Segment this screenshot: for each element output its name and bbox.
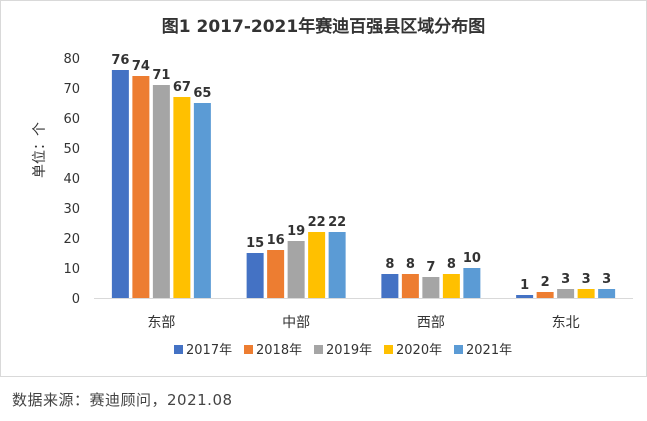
- y-tick-label: 70: [63, 82, 80, 97]
- legend-label: 2017年: [186, 343, 232, 358]
- bar-0-2: [152, 85, 170, 298]
- bar-1-0: [246, 253, 264, 298]
- y-tick-label: 80: [63, 52, 80, 67]
- y-tick-label: 60: [63, 112, 80, 127]
- x-tick-label: 东北: [552, 315, 580, 331]
- chart-title: 图1 2017-2021年赛迪百强县区域分布图: [161, 17, 486, 37]
- chart-frame: [0, 0, 647, 377]
- data-label: 67: [173, 80, 191, 95]
- data-label: 19: [287, 224, 305, 239]
- bar-2-3: [442, 274, 460, 298]
- legend-label: 2020年: [396, 343, 442, 358]
- bar-0-0: [111, 70, 129, 298]
- data-label: 3: [602, 272, 611, 287]
- bar-2-2: [422, 277, 440, 298]
- bar-2-0: [381, 274, 399, 298]
- data-label: 76: [111, 53, 129, 68]
- bar-0-3: [173, 97, 191, 298]
- y-tick-label: 40: [63, 172, 80, 187]
- y-axis-label: 单位：个: [32, 122, 48, 178]
- data-label: 22: [328, 215, 346, 230]
- bar-1-1: [267, 250, 285, 298]
- legend-label: 2018年: [256, 343, 302, 358]
- bar-1-4: [328, 232, 346, 298]
- y-tick-label: 20: [63, 232, 80, 247]
- legend-label: 2021年: [466, 343, 512, 358]
- data-label: 22: [308, 215, 326, 230]
- data-label: 71: [152, 68, 170, 83]
- y-tick-label: 30: [63, 202, 80, 217]
- data-label: 2: [541, 275, 550, 290]
- data-label: 8: [447, 257, 456, 272]
- y-tick-label: 0: [72, 292, 80, 307]
- legend-swatch: [454, 345, 463, 354]
- bar-3-3: [577, 289, 595, 298]
- x-tick-label: 东部: [147, 315, 175, 331]
- legend-swatch: [314, 345, 323, 354]
- data-label: 8: [385, 257, 394, 272]
- bar-2-1: [401, 274, 419, 298]
- y-tick-label: 50: [63, 142, 80, 157]
- source-note: 数据来源：赛迪顾问，2021.08: [12, 391, 233, 409]
- data-label: 16: [267, 233, 285, 248]
- data-label: 15: [246, 236, 264, 251]
- x-tick-label: 中部: [282, 315, 310, 331]
- data-label: 10: [463, 251, 481, 266]
- legend-swatch: [384, 345, 393, 354]
- bar-1-3: [308, 232, 326, 298]
- data-label: 1: [520, 278, 529, 293]
- bar-3-4: [598, 289, 616, 298]
- y-tick-label: 10: [63, 262, 80, 277]
- data-label: 74: [132, 59, 150, 74]
- bar-3-0: [516, 295, 534, 298]
- legend-label: 2019年: [326, 343, 372, 358]
- bar-3-1: [536, 292, 554, 298]
- bar-2-4: [463, 268, 481, 298]
- legend-swatch: [244, 345, 253, 354]
- x-tick-label: 西部: [417, 315, 445, 331]
- bar-0-1: [132, 76, 150, 298]
- data-label: 7: [426, 260, 435, 275]
- bar-1-2: [287, 241, 305, 298]
- data-label: 3: [582, 272, 591, 287]
- bar-3-2: [557, 289, 575, 298]
- data-label: 3: [561, 272, 570, 287]
- bar-0-4: [193, 103, 211, 298]
- data-label: 65: [193, 86, 211, 101]
- legend-swatch: [174, 345, 183, 354]
- data-label: 8: [406, 257, 415, 272]
